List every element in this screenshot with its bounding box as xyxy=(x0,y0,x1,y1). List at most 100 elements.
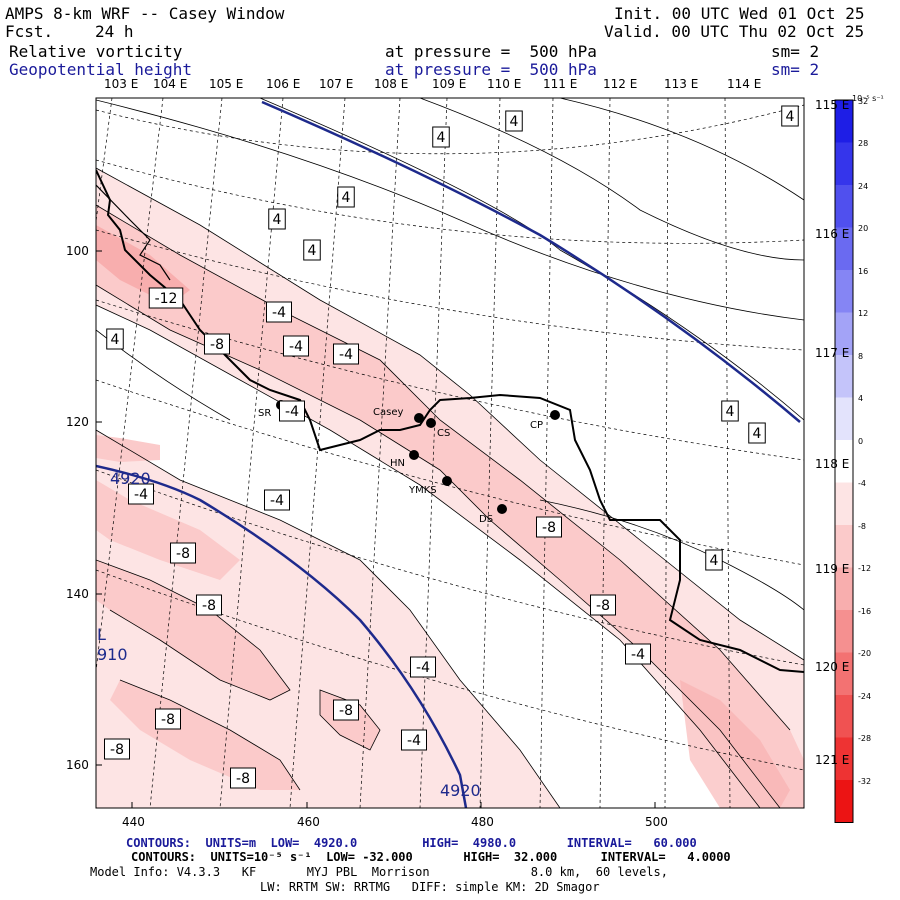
contour-label: -4 xyxy=(333,343,359,365)
colorbar-label: 16 xyxy=(858,266,869,276)
svg-text:4: 4 xyxy=(786,109,795,125)
contour-label: -4 xyxy=(401,729,427,751)
contour-label: -4 xyxy=(279,400,305,422)
svg-text:4: 4 xyxy=(111,332,120,348)
init-time: Init. 00 UTC Wed 01 Oct 25 xyxy=(614,4,865,23)
svg-text:-4: -4 xyxy=(134,487,148,503)
station-marker-ymks xyxy=(442,476,452,486)
y-tick-label: 100 xyxy=(66,244,89,258)
longitude-label: 112 E xyxy=(603,77,638,91)
contour-label: 4 xyxy=(505,110,523,132)
contour-label: -4 xyxy=(410,656,436,678)
svg-text:4: 4 xyxy=(342,190,351,206)
contour-label: 4 xyxy=(268,208,286,230)
height-contours xyxy=(96,100,801,808)
latitude-label: 116 E xyxy=(815,227,850,241)
longitude-label: 104 E xyxy=(153,77,188,91)
latitude-label: 121 E xyxy=(815,753,850,767)
contour-label: -4 xyxy=(264,489,290,511)
contour-label: -8 xyxy=(155,708,181,730)
colorbar-label: 8 xyxy=(858,351,864,361)
station-markers xyxy=(276,400,560,514)
x-tick-label: 460 xyxy=(297,815,320,829)
svg-text:-8: -8 xyxy=(110,742,124,758)
map-title: AMPS 8-km WRF -- Casey Window xyxy=(5,4,285,23)
svg-text:-4: -4 xyxy=(416,660,430,676)
contour-label: 4 xyxy=(106,328,124,350)
svg-text:-4: -4 xyxy=(339,347,353,363)
svg-text:-8: -8 xyxy=(202,598,216,614)
station-label: DS xyxy=(479,514,493,525)
colorbar-swatch xyxy=(835,185,853,228)
longitude-label: 106 E xyxy=(266,77,301,91)
height-contour-info: CONTOURS: UNITS=m LOW= 4920.0 HIGH= 4980… xyxy=(126,836,697,850)
svg-text:4: 4 xyxy=(753,426,762,442)
contour-label: -12 xyxy=(148,287,184,309)
colorbar-swatch xyxy=(835,780,853,823)
station-marker-ds xyxy=(497,504,507,514)
svg-text:-8: -8 xyxy=(176,546,190,562)
field1-name: Relative vorticity xyxy=(9,42,183,61)
longitude-label: 110 E xyxy=(487,77,522,91)
svg-text:4: 4 xyxy=(510,114,519,130)
latitude-label: 118 E xyxy=(815,457,850,471)
colorbar-label: 12 xyxy=(858,309,869,318)
contour-label: 4 xyxy=(705,549,723,571)
y-ticks xyxy=(96,250,102,766)
colorbar-frame xyxy=(834,99,854,823)
colorbar-label: -12 xyxy=(858,564,872,573)
forecast-label: Fcst. xyxy=(5,22,54,41)
contour-labels: 4 4 4 4 4 4 4 4 4 4 -4 -4 -4 -4 -4 -4 -4 -4 -4 -8 -8 -8 -8 -8 -8… xyxy=(104,105,799,789)
vorticity-contour-info: CONTOURS: UNITS=10⁻⁵ s⁻¹ LOW= -32.000 HI… xyxy=(131,850,731,864)
station-marker-hn xyxy=(409,450,419,460)
svg-text:-4: -4 xyxy=(285,404,299,420)
colorbar-swatch xyxy=(835,312,853,355)
x-ticks xyxy=(131,802,656,808)
svg-text:4: 4 xyxy=(273,212,282,228)
height-contour-label: 4920 xyxy=(440,781,481,800)
contour-label: -4 xyxy=(128,483,154,505)
station-marker-cp xyxy=(550,410,560,420)
colorbar-swatch xyxy=(835,397,853,440)
field2-smoothing: sm= 2 xyxy=(771,60,820,79)
colorbar-label: 0 xyxy=(858,436,864,446)
latitude-label: 115 E xyxy=(815,98,850,112)
y-tick-label: 140 xyxy=(66,587,89,601)
contour-label: -8 xyxy=(196,594,222,616)
latitude-label: 117 E xyxy=(815,346,850,360)
colorbar-label: -4 xyxy=(858,479,866,488)
station-marker-casey xyxy=(414,413,424,423)
contour-label: -8 xyxy=(104,738,130,760)
colorbar-label: -8 xyxy=(858,521,866,531)
forecast-hour: 24 h xyxy=(95,22,134,41)
x-tick-label: 480 xyxy=(471,815,494,829)
colorbar-label: -20 xyxy=(858,649,872,658)
colorbar-swatch xyxy=(835,737,853,780)
colorbar-label: -32 xyxy=(858,776,872,786)
colorbar xyxy=(834,99,854,823)
graticule xyxy=(96,98,804,808)
station-label: CP xyxy=(530,420,543,431)
colorbar-swatch xyxy=(835,355,853,398)
colorbar-label: -16 xyxy=(858,606,872,616)
colorbar-label: 4 xyxy=(858,394,864,403)
valid-time: Valid. 00 UTC Thu 02 Oct 25 xyxy=(604,22,865,41)
x-tick-label: 440 xyxy=(122,815,145,829)
svg-text:-8: -8 xyxy=(236,771,250,787)
longitude-label: 103 E xyxy=(104,77,139,91)
x-tick-label: 500 xyxy=(645,815,668,829)
vorticity-shading xyxy=(96,168,804,808)
svg-text:-4: -4 xyxy=(407,733,421,749)
svg-text:4: 4 xyxy=(710,553,719,569)
model-info: Model Info: V4.3.3 KF MYJ PBL Morrison 8… xyxy=(90,865,668,879)
longitude-label: 109 E xyxy=(432,77,467,91)
contour-label: -8 xyxy=(230,767,256,789)
contour-label: 4 xyxy=(721,400,739,422)
svg-text:-4: -4 xyxy=(631,647,645,663)
contour-label: 4 xyxy=(432,126,450,148)
longitude-label: 114 E xyxy=(727,77,762,91)
svg-text:-4: -4 xyxy=(270,493,284,509)
svg-text:4: 4 xyxy=(437,130,446,146)
